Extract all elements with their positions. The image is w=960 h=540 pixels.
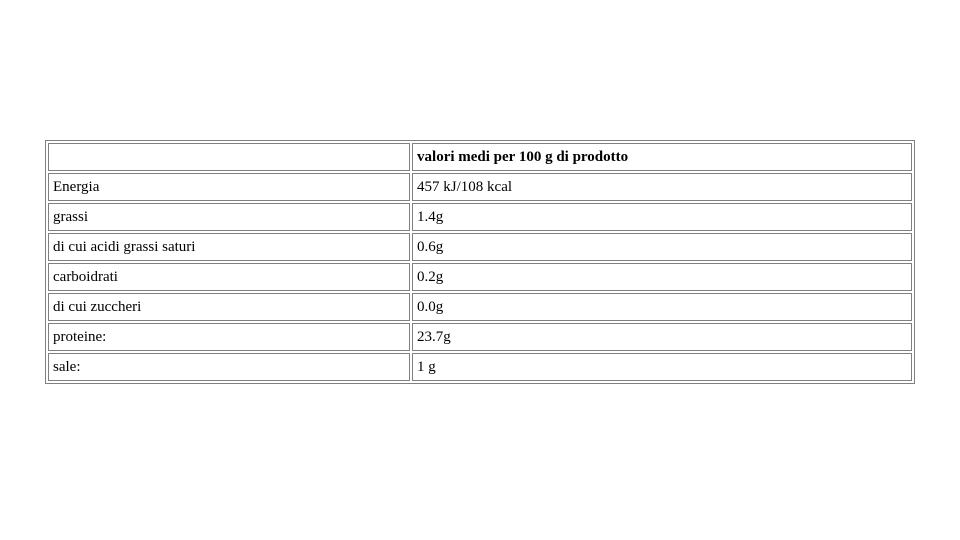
row-label: sale:	[48, 353, 410, 381]
table-row: grassi 1.4g	[48, 203, 912, 231]
row-label: di cui zuccheri	[48, 293, 410, 321]
nutrition-table: valori medi per 100 g di prodotto Energi…	[45, 140, 915, 384]
table-header-row: valori medi per 100 g di prodotto	[48, 143, 912, 171]
row-value: 1.4g	[412, 203, 912, 231]
row-label: Energia	[48, 173, 410, 201]
table-row: di cui acidi grassi saturi 0.6g	[48, 233, 912, 261]
row-label: grassi	[48, 203, 410, 231]
table-row: di cui zuccheri 0.0g	[48, 293, 912, 321]
row-label: carboidrati	[48, 263, 410, 291]
row-label: proteine:	[48, 323, 410, 351]
row-value: 1 g	[412, 353, 912, 381]
row-value: 0.6g	[412, 233, 912, 261]
row-value: 0.2g	[412, 263, 912, 291]
table-row: Energia 457 kJ/108 kcal	[48, 173, 912, 201]
row-label: di cui acidi grassi saturi	[48, 233, 410, 261]
header-value-cell: valori medi per 100 g di prodotto	[412, 143, 912, 171]
row-value: 23.7g	[412, 323, 912, 351]
row-value: 0.0g	[412, 293, 912, 321]
table-row: carboidrati 0.2g	[48, 263, 912, 291]
header-empty-cell	[48, 143, 410, 171]
table-row: sale: 1 g	[48, 353, 912, 381]
row-value: 457 kJ/108 kcal	[412, 173, 912, 201]
table-row: proteine: 23.7g	[48, 323, 912, 351]
